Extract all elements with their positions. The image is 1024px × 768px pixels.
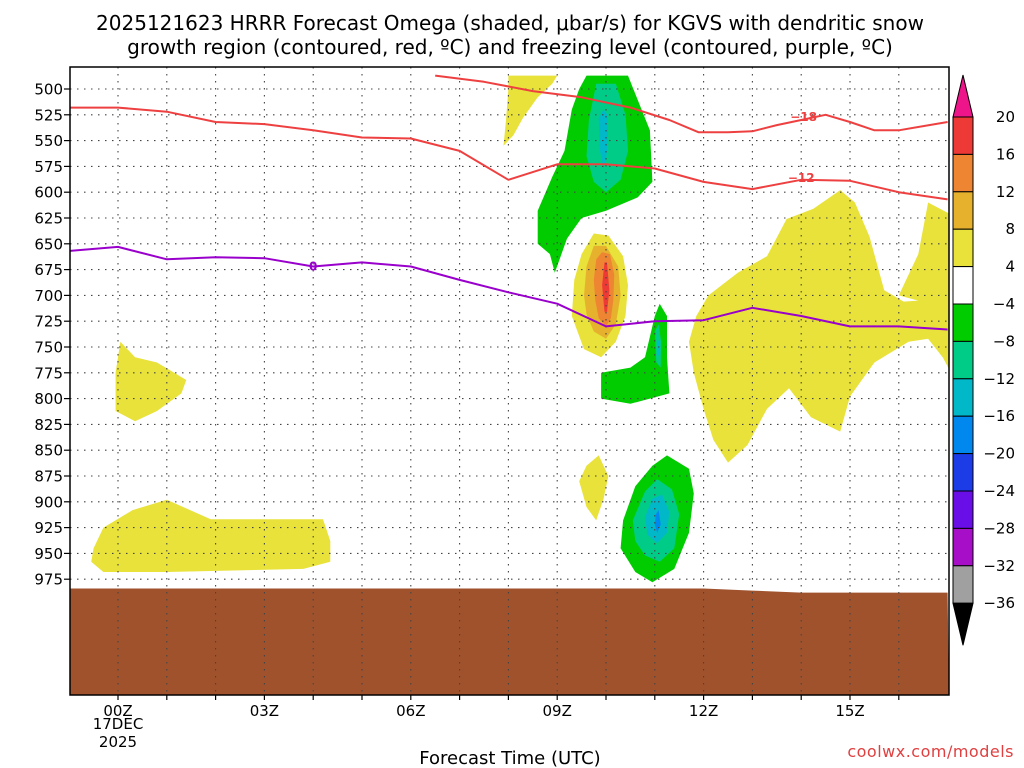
- colorbar-label: −28: [983, 519, 1015, 537]
- colorbar-label: −4: [993, 295, 1015, 313]
- terrain-fill: [70, 588, 949, 695]
- colorbar-swatch: [952, 453, 974, 492]
- colorbar: 20 16 12 8 4 −4 −8 −12 −16 −20 −24 −28 −32 −36: [952, 74, 1015, 646]
- dgz-minus12-line: [70, 106, 948, 201]
- freezing-level-line: [70, 245, 948, 331]
- colorbar-swatch: [952, 415, 974, 455]
- y-tick-label: 575: [34, 158, 63, 176]
- updraft-small-yellow: [579, 455, 609, 521]
- colorbar-label: −32: [983, 557, 1015, 575]
- colorbar-swatch: [952, 378, 974, 417]
- x-axis: 00Z 03Z 06Z 09Z 12Z 15Z: [103, 695, 900, 720]
- colorbar-swatch: [952, 303, 974, 342]
- x-tick-label: 15Z: [835, 702, 864, 720]
- colorbar-label: −36: [983, 594, 1015, 612]
- colorbar-swatch: [952, 340, 974, 380]
- y-tick-label: 725: [34, 313, 63, 331]
- date-label-year: 2025: [99, 733, 137, 751]
- y-tick-label: 775: [34, 364, 63, 382]
- colorbar-swatch: [952, 116, 974, 155]
- y-tick-label: 875: [34, 468, 63, 486]
- colorbar-swatch: [952, 228, 974, 268]
- colorbar-label: −12: [983, 370, 1015, 388]
- colorbar-bottom-cap: [952, 602, 974, 646]
- colorbar-swatch: [952, 565, 974, 604]
- colorbar-swatch: [952, 266, 974, 305]
- colorbar-swatch: [952, 490, 974, 529]
- colorbar-label: −16: [983, 407, 1015, 425]
- terrain-layer: [70, 588, 949, 695]
- colorbar-label: 4: [1005, 258, 1015, 276]
- dgz-minus18-label: −18: [790, 110, 817, 124]
- colorbar-top-cap: [952, 74, 974, 118]
- x-tick-label: 00Z: [103, 702, 132, 720]
- x-axis-label: Forecast Time (UTC): [419, 748, 600, 768]
- updraft-low-level-yellow: [91, 499, 331, 572]
- dgz-minus12-label: −12: [788, 171, 815, 185]
- colorbar-swatch: [952, 191, 974, 230]
- date-label-day: 17DEC: [93, 715, 144, 733]
- y-tick-label: 650: [34, 235, 63, 253]
- y-tick-label: 825: [34, 416, 63, 434]
- y-tick-label: 500: [34, 81, 63, 99]
- dgz-minus18-line: [435, 74, 948, 134]
- y-tick-label: 900: [34, 493, 63, 511]
- colorbar-label: 8: [1005, 220, 1015, 238]
- colorbar-label: 16: [996, 145, 1015, 163]
- y-axis: 500 525 550 575 600 625 650 675 700 725 750 775 800 8…: [34, 81, 70, 589]
- updraft-right-yellow: [689, 190, 949, 463]
- updraft-center-red: [602, 262, 610, 312]
- colorbar-swatch: [952, 527, 974, 567]
- colorbar-label: 12: [996, 183, 1015, 201]
- chart-title-line2: growth region (contoured, red, ºC) and f…: [127, 35, 893, 59]
- colorbar-label: 20: [996, 108, 1015, 126]
- chart-title-line1: 2025121623 HRRR Forecast Omega (shaded, …: [96, 11, 924, 35]
- y-tick-label: 850: [34, 442, 63, 460]
- x-tick-label: 06Z: [396, 702, 425, 720]
- x-tick-label: 09Z: [543, 702, 572, 720]
- y-tick-label: 525: [34, 106, 63, 124]
- updraft-lower-left-yellow: [115, 341, 187, 422]
- x-tick-label: 03Z: [250, 702, 279, 720]
- freezing-level-label: 0: [309, 260, 317, 274]
- colorbar-label: −24: [983, 482, 1015, 500]
- y-tick-label: 625: [34, 210, 63, 228]
- colorbar-label: −20: [983, 445, 1015, 463]
- colorbar-label: −8: [993, 332, 1015, 350]
- y-tick-label: 975: [34, 571, 63, 589]
- y-tick-label: 550: [34, 132, 63, 150]
- site-credit: coolwx.com/models: [847, 742, 1014, 761]
- updraft-upper-yellow: [503, 75, 558, 146]
- y-tick-label: 925: [34, 519, 63, 537]
- y-tick-label: 600: [34, 184, 63, 202]
- plot-frame: [69, 66, 950, 696]
- y-tick-label: 750: [34, 339, 63, 357]
- y-tick-label: 700: [34, 287, 63, 305]
- y-tick-label: 800: [34, 390, 63, 408]
- y-tick-label: 675: [34, 261, 63, 279]
- contour-layer: −18 −12 0: [70, 74, 948, 331]
- x-tick-label: 12Z: [689, 702, 718, 720]
- colorbar-swatch: [952, 153, 974, 193]
- downdraft-mid-green: [601, 303, 670, 404]
- y-tick-label: 950: [34, 545, 63, 563]
